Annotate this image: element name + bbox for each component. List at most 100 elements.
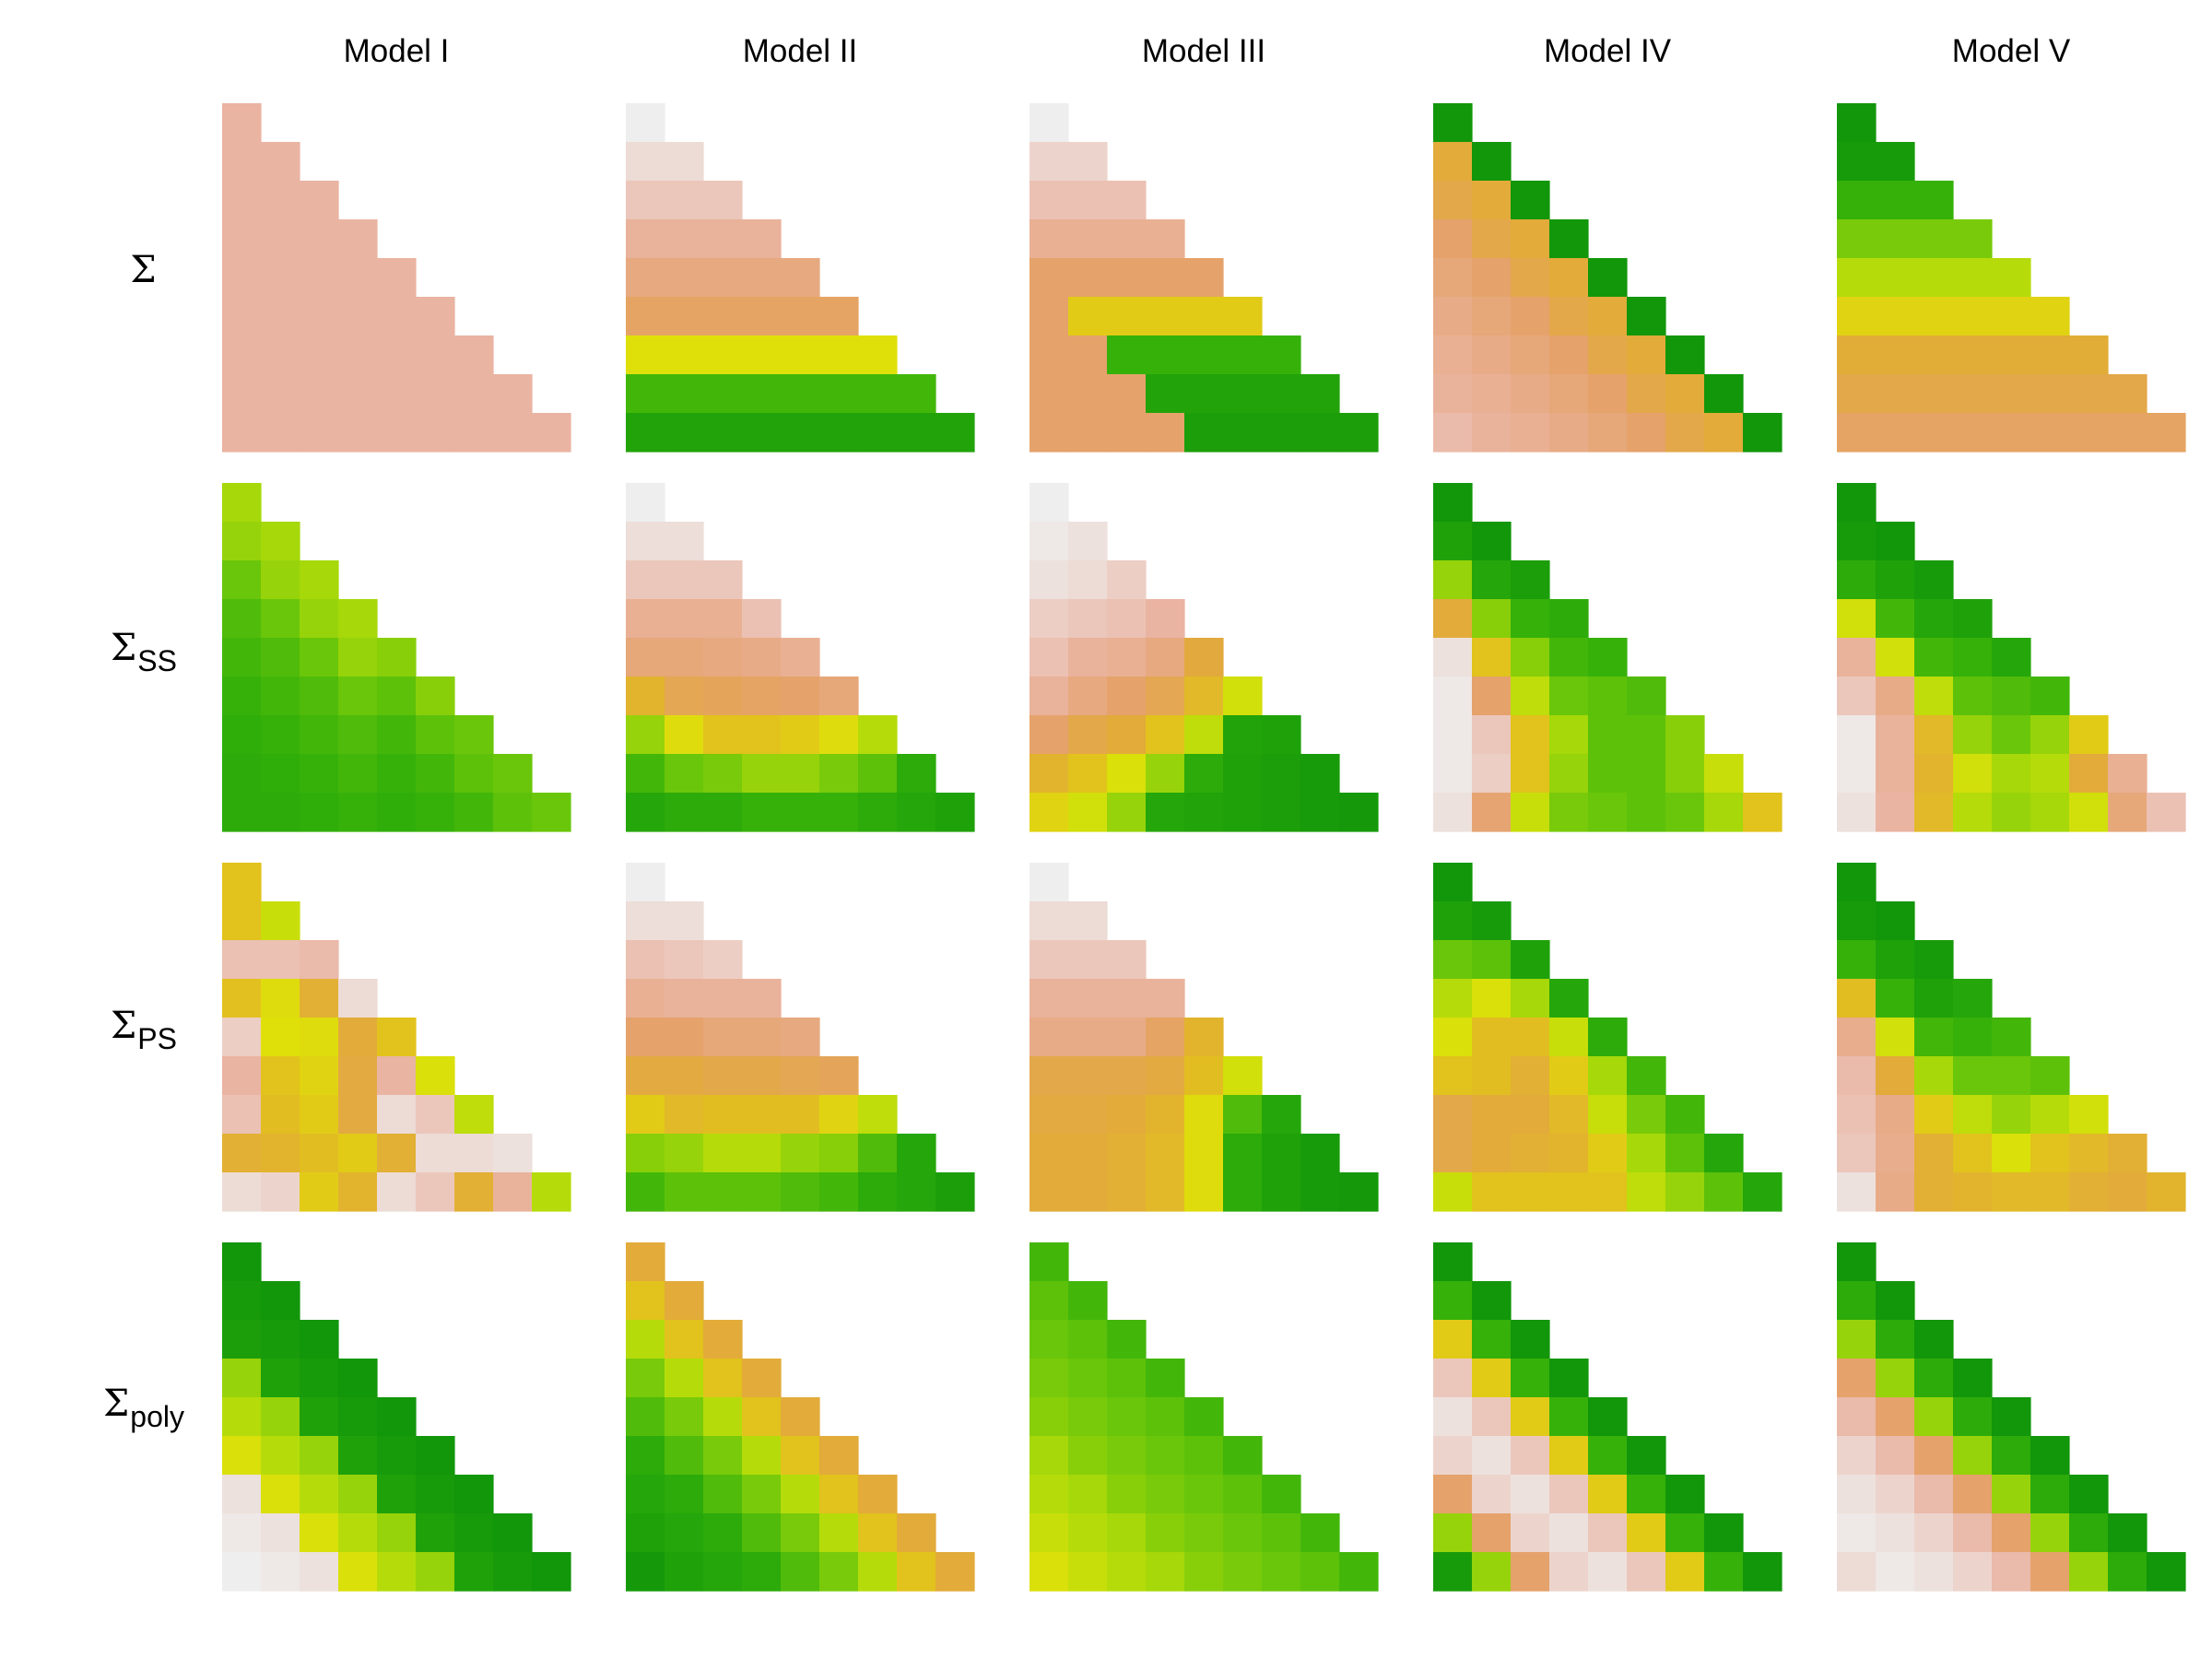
heatmap-cell [1837,901,1877,941]
heatmap-cell [1953,413,1993,453]
heatmap-cell [1837,1134,1877,1173]
heatmap-cell [626,413,665,453]
heatmap-cell [665,560,704,600]
heatmap-cell [1876,1056,1915,1096]
heatmap-cell [1107,599,1147,639]
heatmap-cell [454,715,494,755]
heatmap-cell [1433,1242,1473,1282]
heatmap-cell [338,793,378,832]
heatmap-cell [1300,1513,1340,1553]
heatmap-cell [300,1513,339,1553]
heatmap-cell [1837,1172,1877,1212]
heatmap-cell [1837,715,1877,755]
heatmap-cell [338,677,378,716]
heatmap-cell [1262,335,1301,375]
heatmap-cell [1433,1281,1473,1321]
heatmap-cell [1704,1172,1744,1212]
heatmap-cell [261,754,300,794]
heatmap-cell [1914,1513,1954,1553]
heatmap-cell [626,1134,665,1173]
heatmap-cell [1068,335,1108,375]
heatmap-cell [377,374,417,414]
heatmap-cell [1030,181,1069,220]
heatmap-cell [703,258,743,298]
heatmap-cell [1433,1436,1473,1476]
heatmap-cell [1068,1095,1108,1135]
heatmap-cell [1184,1552,1224,1592]
heatmap-cell [665,1018,704,1057]
heatmap-cell [1914,413,1954,453]
heatmap-cell [261,1436,300,1476]
heatmap-cell [1876,677,1915,716]
heatmap-panel-r2-c4 [1837,863,2186,1212]
heatmap-cell [1914,793,1954,832]
heatmap-cell [300,181,339,220]
heatmap-cell [1837,1242,1877,1282]
heatmap-cell [626,1056,665,1096]
heatmap-cell [819,1172,859,1212]
heatmap-cell [781,1018,820,1057]
heatmap-cell [416,1095,455,1135]
heatmap-panel-r2-c2 [1030,863,1379,1212]
heatmap-cell [781,1513,820,1553]
heatmap-cell [1953,1134,1993,1173]
heatmap-cell [626,374,665,414]
heatmap-cell [1665,1513,1705,1553]
heatmap-cell [626,1475,665,1514]
heatmap-cell [703,677,743,716]
heatmap-cell [1914,940,1954,980]
heatmap-cell [454,1095,494,1135]
heatmap-cell [1511,1475,1550,1514]
heatmap-cell [1876,1397,1915,1437]
heatmap-cell [416,1172,455,1212]
heatmap-cell [1837,335,1877,375]
heatmap-cell [454,754,494,794]
heatmap-cell [338,1134,378,1173]
heatmap-cell [897,793,936,832]
heatmap-cell [493,1172,533,1212]
heatmap-panel-r3-c2 [1030,1242,1379,1592]
heatmap-cell [1107,1513,1147,1553]
heatmap-cell [1433,901,1473,941]
heatmap-cell [935,793,975,832]
heatmap-cell [1876,715,1915,755]
heatmap-cell [1549,793,1589,832]
heatmap-cell [1588,677,1628,716]
heatmap-cell [1511,1320,1550,1359]
heatmap-cell [819,793,859,832]
heatmap-cell [493,793,533,832]
heatmap-cell [1433,793,1473,832]
heatmap-cell [261,142,300,182]
heatmap-cell [1588,1436,1628,1476]
heatmap-cell [222,1056,262,1096]
heatmap-cell [1030,599,1069,639]
heatmap-cell [626,715,665,755]
heatmap-cell [1837,483,1877,523]
heatmap-cell [626,1359,665,1398]
heatmap-cell [1953,677,1993,716]
heatmap-cell [1876,793,1915,832]
heatmap-cell [1914,1320,1954,1359]
heatmap-cell [1837,1320,1877,1359]
heatmap-cell [1146,677,1185,716]
heatmap-cell [1876,979,1915,1018]
heatmap-cell [781,793,820,832]
heatmap-cell [300,940,339,980]
heatmap-cell [1068,142,1108,182]
heatmap-cell [1068,1056,1108,1096]
heatmap-cell [1549,258,1589,298]
heatmap-cell [665,715,704,755]
heatmap-cell [416,1436,455,1476]
heatmap-cell [222,413,262,453]
heatmap-cell [703,715,743,755]
heatmap-cell [493,1513,533,1553]
heatmap-cell [416,1475,455,1514]
heatmap-cell [416,1056,455,1096]
heatmap-cell [703,1475,743,1514]
heatmap-cell [416,374,455,414]
heatmap-cell [261,677,300,716]
heatmap-cell [1030,715,1069,755]
heatmap-cell [935,1172,975,1212]
heatmap-cell [261,219,300,259]
heatmap-cell [1433,258,1473,298]
